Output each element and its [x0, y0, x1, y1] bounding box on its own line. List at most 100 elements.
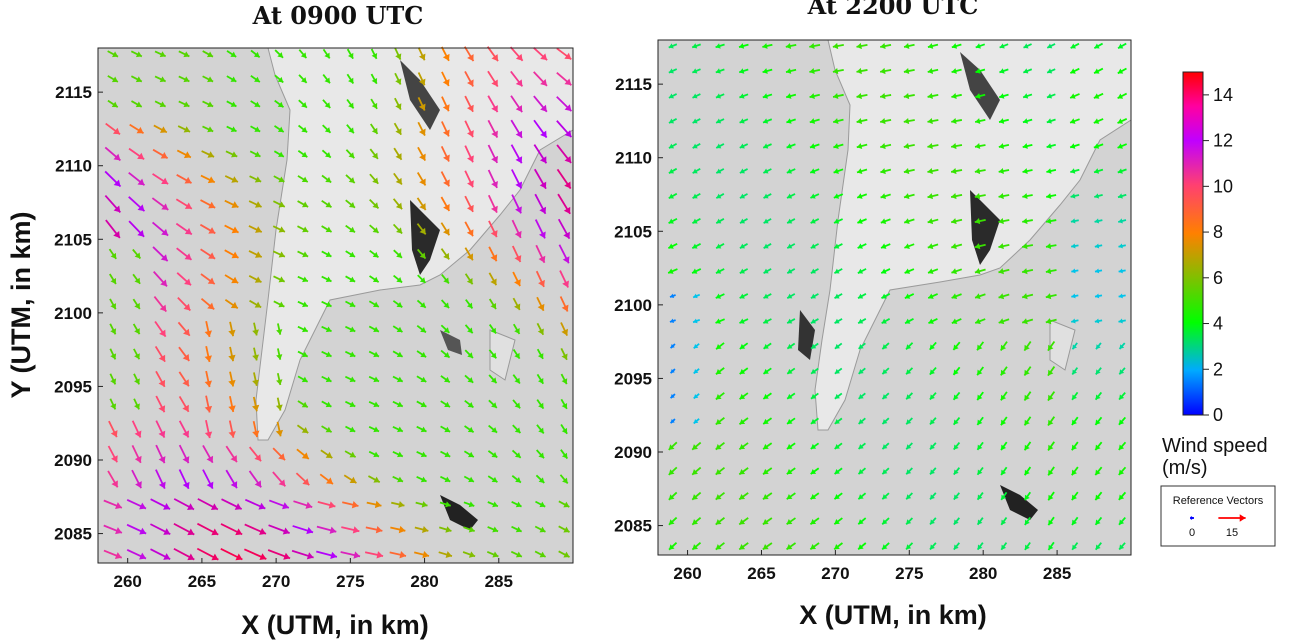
wind-vector — [809, 118, 820, 124]
wind-vector — [345, 325, 356, 333]
wind-vector — [738, 492, 749, 501]
wind-vector — [228, 321, 236, 337]
wind-vector — [951, 93, 962, 99]
wind-vector — [320, 449, 333, 459]
y-tick-label: 2105 — [614, 222, 652, 241]
wind-vector — [904, 293, 915, 299]
wind-vector — [275, 421, 284, 437]
wind-vector — [905, 467, 913, 475]
wind-vector — [221, 498, 243, 510]
wind-vector — [927, 193, 939, 200]
wind-vector — [927, 268, 939, 275]
wind-vector — [905, 492, 913, 500]
wind-vector — [228, 396, 236, 413]
wind-vector — [152, 173, 169, 185]
wind-vector — [692, 217, 701, 224]
reference-label-15: 15 — [1226, 527, 1238, 539]
wind-vector — [903, 193, 915, 200]
wind-vector — [297, 325, 309, 333]
wind-vector — [131, 469, 142, 489]
wind-vector — [998, 93, 1009, 99]
wind-vector — [204, 370, 212, 388]
wind-vector — [715, 93, 725, 99]
wind-vector — [1117, 42, 1127, 50]
colorbar-tick-label: 4 — [1213, 314, 1223, 334]
wind-vector — [976, 466, 984, 476]
vector-arrows-right — [667, 42, 1128, 551]
wind-vector — [1023, 43, 1032, 49]
wind-vector — [173, 498, 195, 511]
wind-vector — [368, 475, 381, 483]
wind-vector — [322, 124, 332, 134]
wind-vector — [559, 474, 569, 485]
wind-vector — [200, 248, 216, 260]
wind-vector — [738, 467, 749, 476]
vector-arrows-left — [103, 46, 573, 561]
wind-vector — [1000, 341, 1008, 351]
wind-vector — [228, 346, 236, 362]
wind-vector — [762, 542, 773, 551]
y-tick-label: 2100 — [54, 304, 92, 323]
wind-vector — [903, 117, 915, 125]
wind-vector — [487, 526, 499, 533]
wind-vector — [856, 92, 868, 100]
wind-vector — [929, 492, 937, 500]
wind-vector — [252, 372, 260, 386]
wind-vector — [1095, 367, 1102, 375]
wind-vector — [392, 400, 404, 408]
wind-vector — [905, 517, 914, 525]
wind-vector — [668, 217, 678, 225]
panel-0900-utc: At 0900 UTC 260 265 270 275 280 285 208520902… — [6, 1, 574, 640]
wind-vector — [370, 98, 378, 110]
wind-vector — [692, 318, 701, 324]
wind-vector — [154, 100, 167, 108]
reference-arrow-0 — [1190, 516, 1194, 520]
y-tick-label: 2095 — [614, 369, 652, 388]
wind-vector — [1118, 466, 1127, 476]
wind-vector — [880, 143, 892, 150]
panel-title-0900: At 0900 UTC — [252, 1, 424, 30]
wind-vector — [763, 293, 772, 299]
wind-vector — [369, 198, 380, 209]
wind-vector — [560, 347, 568, 361]
wind-vector — [276, 323, 283, 335]
wind-vector — [178, 100, 190, 108]
x-tick-label: 275 — [336, 572, 364, 591]
wind-vector — [738, 517, 749, 526]
wind-vector — [511, 219, 522, 239]
wind-vector — [1045, 268, 1057, 275]
wind-vector — [200, 273, 216, 285]
wind-vector — [834, 293, 843, 299]
wind-vector — [693, 393, 700, 400]
wind-vector — [668, 142, 678, 149]
wind-vector — [951, 243, 963, 250]
x-tick-label: 270 — [262, 572, 290, 591]
x-ticks-left: 260 265 270 275 280 285 — [114, 558, 513, 591]
wind-vector — [105, 219, 121, 239]
wind-vector — [368, 350, 380, 358]
wind-vector — [668, 43, 678, 49]
wind-vector — [881, 367, 890, 375]
x-tick-label: 265 — [747, 564, 775, 583]
wind-vector — [152, 148, 169, 159]
wind-vector — [346, 124, 355, 134]
wind-vector — [440, 475, 451, 483]
wind-vector — [856, 118, 868, 125]
wind-vector — [488, 399, 498, 409]
wind-vector — [692, 192, 701, 199]
wind-vector — [786, 293, 796, 299]
wind-vector — [250, 75, 261, 83]
wind-vector — [369, 224, 380, 234]
wind-vector — [321, 375, 332, 383]
wind-vector — [296, 448, 310, 460]
wind-vector — [509, 46, 524, 62]
wind-vector — [810, 367, 819, 375]
wind-vector — [152, 221, 169, 237]
wind-vector — [274, 99, 285, 108]
wind-vector — [927, 92, 939, 100]
wind-vector — [976, 391, 984, 401]
wind-vector — [951, 43, 962, 49]
wind-vector — [345, 224, 356, 234]
wind-vector — [464, 349, 474, 359]
wind-vector — [668, 542, 678, 551]
